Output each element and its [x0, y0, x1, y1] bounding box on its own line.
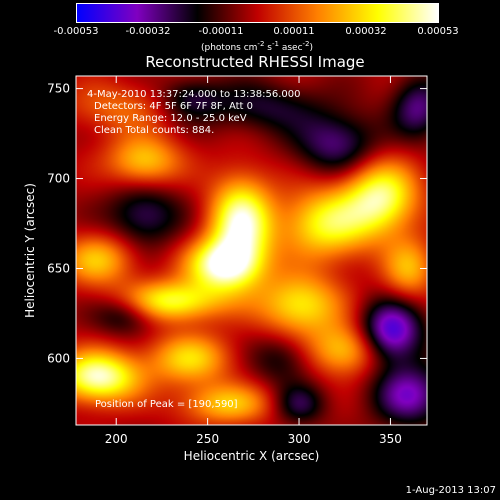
annotation-line: Detectors: 4F 5F 6F 7F 8F, Att 0	[94, 101, 253, 112]
x-tick-label: 350	[379, 432, 402, 446]
colorbar-tick-label: 0.00011	[273, 26, 315, 37]
annotation-line: 4-May-2010 13:37:24.000 to 13:38:56.000	[87, 89, 300, 100]
peak-position-label: Position of Peak = [190,590]	[95, 399, 238, 410]
y-tick-label: 750	[47, 82, 70, 96]
x-tick-label: 300	[288, 432, 311, 446]
colorbar-tick-label: -0.00011	[198, 26, 244, 37]
y-tick-label: 600	[47, 351, 70, 365]
footer-timestamp: 1-Aug-2013 13:07	[405, 485, 496, 496]
colorbar-units: (photons cm-2 s-1 asec-2)	[200, 40, 314, 53]
annotation-line: Energy Range: 12.0 - 25.0 keV	[94, 113, 247, 124]
heatmap-image	[76, 76, 427, 425]
colorbar-tick-label: -0.00032	[125, 26, 171, 37]
chart-title: Reconstructed RHESSI Image	[145, 53, 365, 71]
colorbar-tick-label: 0.00053	[417, 26, 459, 37]
plot-frame	[75, 75, 428, 426]
x-tick-label: 200	[105, 432, 128, 446]
y-axis-label: Heliocentric Y (arcsec)	[23, 183, 37, 318]
x-axis-label: Heliocentric X (arcsec)	[184, 449, 320, 463]
y-tick-label: 650	[47, 261, 70, 275]
colorbar-tick-label: -0.00053	[53, 26, 99, 37]
colorbar	[76, 3, 439, 23]
x-tick-label: 250	[196, 432, 219, 446]
annotation-line: Clean Total counts: 884.	[94, 125, 214, 136]
colorbar-tick-label: 0.00032	[345, 26, 387, 37]
y-tick-label: 700	[47, 172, 70, 186]
